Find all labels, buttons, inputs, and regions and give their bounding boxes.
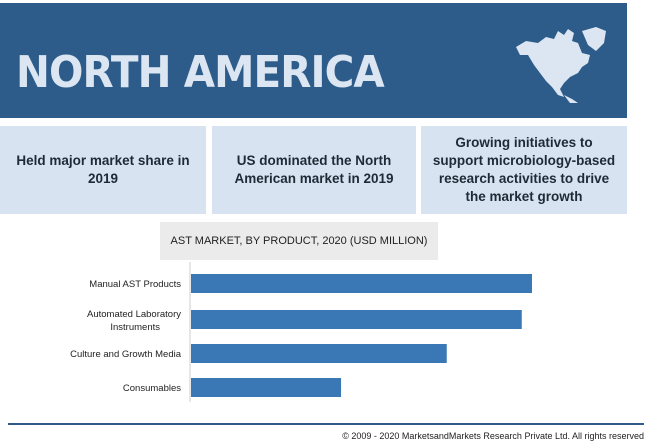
copyright-text: © 2009 - 2020 MarketsandMarkets Research… <box>342 431 644 441</box>
chart-title: AST MARKET, BY PRODUCT, 2020 (USD MILLIO… <box>160 222 438 260</box>
footer-divider <box>8 423 644 425</box>
category-label: Culture and Growth Media <box>70 349 182 360</box>
category-label: Automated Laboratory Instruments <box>87 309 181 333</box>
north-america-map-icon <box>516 27 606 103</box>
region-banner: NORTH AMERICA <box>0 3 627 118</box>
category-label: Manual AST Products <box>89 279 181 290</box>
highlight-growth-driver: Growing initiatives to support microbiol… <box>421 126 627 214</box>
bar-0 <box>191 274 532 293</box>
region-title: NORTH AMERICA <box>16 47 385 98</box>
bar-3 <box>191 378 342 397</box>
category-label: Consumables <box>123 383 181 394</box>
bar-2 <box>191 344 447 363</box>
highlight-us-dominance: US dominated the North American market i… <box>212 126 416 214</box>
highlight-market-share: Held major market share in 2019 <box>0 126 206 214</box>
bar-chart: Manual AST Products Automated Laboratory I… <box>70 262 532 402</box>
bar-1 <box>191 310 522 329</box>
